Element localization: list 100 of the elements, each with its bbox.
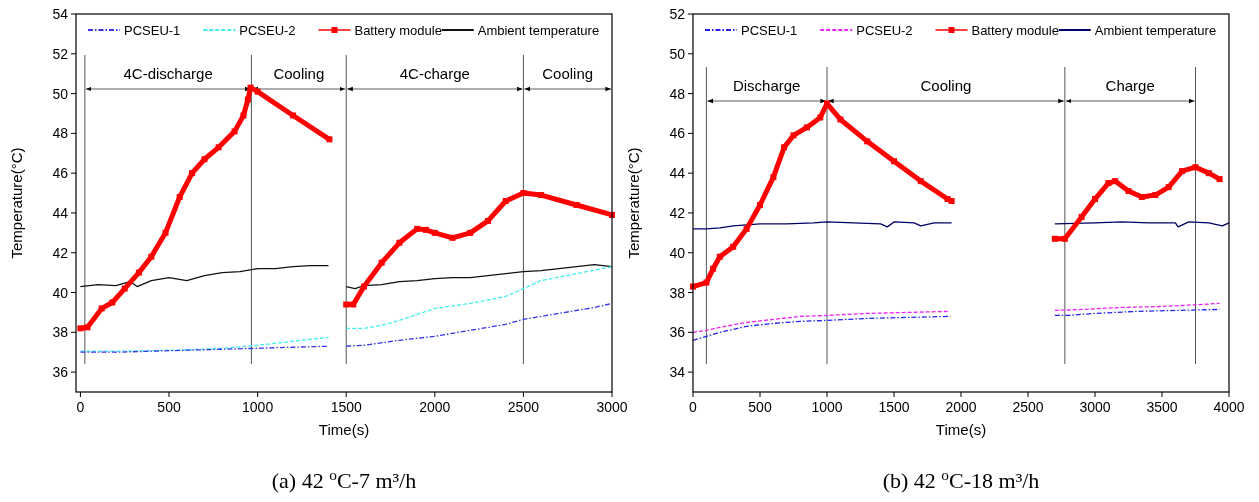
- point: [1138, 194, 1145, 201]
- point: [77, 325, 84, 332]
- annotation: Cooling: [920, 77, 972, 94]
- point: [1152, 192, 1159, 199]
- legend-label: Ambient temperature: [477, 23, 600, 38]
- x-axis-title: Time(s): [318, 421, 370, 438]
- y-tick-label: 38: [52, 324, 69, 341]
- y-tick-label: 42: [669, 204, 686, 221]
- y-tick-label: 52: [52, 45, 69, 62]
- y-tick-label: 34: [669, 364, 686, 381]
- point: [781, 144, 788, 151]
- x-tick-label: 3500: [1146, 399, 1178, 415]
- point: [1051, 235, 1058, 242]
- point: [449, 234, 456, 241]
- point: [343, 301, 350, 308]
- point: [538, 192, 545, 199]
- point: [1179, 168, 1186, 175]
- x-tick-label: 3000: [596, 399, 628, 415]
- point: [520, 190, 527, 197]
- point: [1125, 188, 1132, 195]
- point: [121, 285, 128, 292]
- y-tick-label: 50: [669, 45, 686, 62]
- point: [201, 156, 208, 163]
- point: [176, 194, 183, 201]
- y-tick-label: 42: [52, 244, 69, 261]
- point: [803, 124, 810, 131]
- point: [710, 265, 717, 272]
- point: [350, 301, 357, 308]
- point: [290, 112, 297, 119]
- point: [716, 253, 723, 260]
- point: [790, 132, 797, 139]
- point: [484, 217, 491, 224]
- x-tick-label: 0: [76, 399, 85, 415]
- point: [817, 114, 824, 121]
- annotation: Cooling: [542, 65, 594, 82]
- point: [247, 84, 254, 91]
- point: [431, 229, 438, 236]
- y-tick-label: 38: [669, 284, 686, 301]
- point: [98, 305, 105, 312]
- legend-label: Battery module: [971, 23, 1059, 38]
- y-tick-label: 44: [52, 204, 69, 221]
- point: [1105, 180, 1112, 187]
- y-tick-label: 46: [52, 165, 69, 182]
- point: [1112, 178, 1119, 185]
- point: [1061, 235, 1068, 242]
- point: [770, 174, 777, 181]
- point: [467, 229, 474, 236]
- point: [948, 198, 955, 205]
- point: [1192, 164, 1199, 171]
- legend-label: PCSEU-2: [856, 23, 913, 38]
- point: [1205, 170, 1212, 177]
- point: [422, 226, 429, 233]
- point: [378, 259, 385, 266]
- point: [891, 158, 897, 165]
- point: [502, 198, 509, 205]
- point: [231, 128, 238, 135]
- x-tick-label: 500: [157, 399, 181, 415]
- point: [162, 229, 169, 236]
- text: (b) 42 $^{o}$C-18 m³/h: [882, 465, 1040, 493]
- x-tick-label: 4000: [1213, 399, 1245, 415]
- legend-label: Ambient temperature: [1094, 23, 1217, 38]
- point: [917, 178, 924, 185]
- point: [743, 225, 750, 232]
- annotation: Cooling: [273, 65, 325, 82]
- y-tick-label: 52: [669, 6, 686, 22]
- point: [1216, 176, 1223, 183]
- y-tick-label: 36: [52, 364, 69, 381]
- point: [396, 239, 403, 246]
- point: [1078, 213, 1085, 220]
- x-axis-title: Time(s): [935, 421, 987, 438]
- point: [109, 299, 116, 306]
- y-tick-label: 36: [669, 324, 686, 341]
- point: [573, 201, 580, 208]
- legend-label: PCSEU-1: [741, 23, 798, 38]
- x-tick-label: 500: [748, 399, 772, 415]
- point: [864, 138, 871, 145]
- x-tick-label: 1500: [330, 399, 362, 415]
- x-tick-label: 2000: [945, 399, 977, 415]
- point: [360, 283, 367, 290]
- annotation: 4C-charge: [399, 65, 470, 82]
- point: [135, 269, 142, 276]
- x-tick-label: 2500: [507, 399, 540, 415]
- annotation: Discharge: [732, 77, 801, 94]
- annotation: Charge: [1105, 77, 1155, 94]
- y-tick-label: 50: [52, 85, 69, 102]
- x-tick-label: 1500: [878, 399, 910, 415]
- annotation: 4C-discharge: [123, 65, 213, 82]
- point: [84, 324, 91, 331]
- point: [189, 170, 196, 177]
- text: (a) 42 $^{o}$C-7 m³/h: [271, 465, 417, 493]
- point: [1165, 184, 1172, 191]
- point: [703, 279, 710, 286]
- x-tick-label: 1000: [811, 399, 843, 415]
- y-tick-label: 40: [52, 284, 69, 301]
- point: [326, 136, 333, 143]
- x-tick-label: 3000: [1079, 399, 1111, 415]
- x-tick-label: 2500: [1012, 399, 1044, 415]
- y-tick-label: 46: [669, 125, 686, 142]
- y-tick-label: 48: [52, 125, 69, 142]
- y-tick-label: 44: [669, 165, 686, 182]
